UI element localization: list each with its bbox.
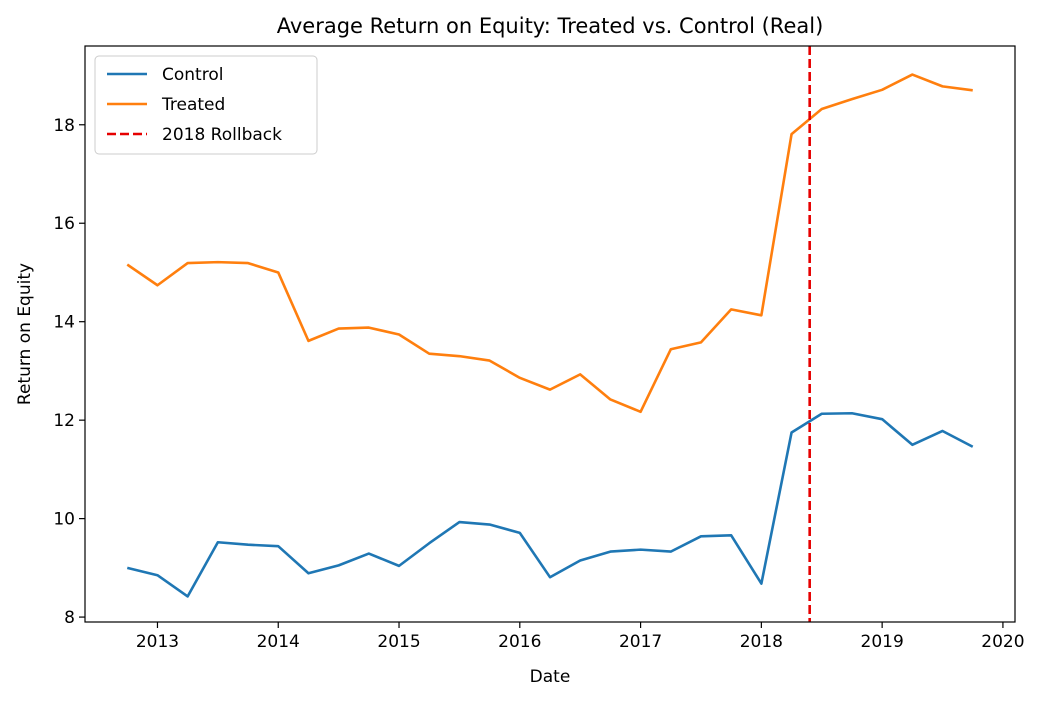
x-tick-label: 2018 bbox=[740, 632, 783, 652]
x-tick-label: 2019 bbox=[861, 632, 904, 652]
y-tick-label: 10 bbox=[53, 510, 75, 530]
legend: Control Treated 2018 Rollback bbox=[94, 55, 318, 155]
y-tick-label: 14 bbox=[53, 313, 75, 333]
x-axis-ticks: 2013 2014 2015 2016 2017 2018 2019 2020 bbox=[136, 622, 1025, 652]
y-axis-ticks: 8 10 12 14 16 18 bbox=[53, 116, 85, 628]
chart-title: Average Return on Equity: Treated vs. Co… bbox=[277, 14, 824, 38]
x-tick-label: 2016 bbox=[498, 632, 541, 652]
legend-label: 2018 Rollback bbox=[162, 125, 282, 145]
x-axis-label: Date bbox=[530, 667, 571, 687]
x-tick-label: 2020 bbox=[981, 632, 1024, 652]
plot-area bbox=[126, 46, 974, 622]
y-tick-label: 12 bbox=[53, 411, 75, 431]
y-tick-label: 16 bbox=[53, 214, 75, 234]
series-line-control bbox=[126, 411, 974, 598]
y-tick-label: 18 bbox=[53, 116, 75, 136]
legend-label: Control bbox=[162, 65, 223, 85]
y-tick-label: 8 bbox=[64, 608, 75, 628]
series-line-treated bbox=[126, 73, 973, 414]
y-axis-label: Return on Equity bbox=[15, 263, 35, 405]
axes-frame bbox=[84, 45, 1016, 623]
legend-label: Treated bbox=[161, 95, 225, 115]
x-tick-label: 2013 bbox=[136, 632, 179, 652]
x-tick-label: 2015 bbox=[377, 632, 420, 652]
legend-box bbox=[94, 55, 318, 155]
x-tick-label: 2017 bbox=[619, 632, 662, 652]
x-tick-label: 2014 bbox=[257, 632, 300, 652]
